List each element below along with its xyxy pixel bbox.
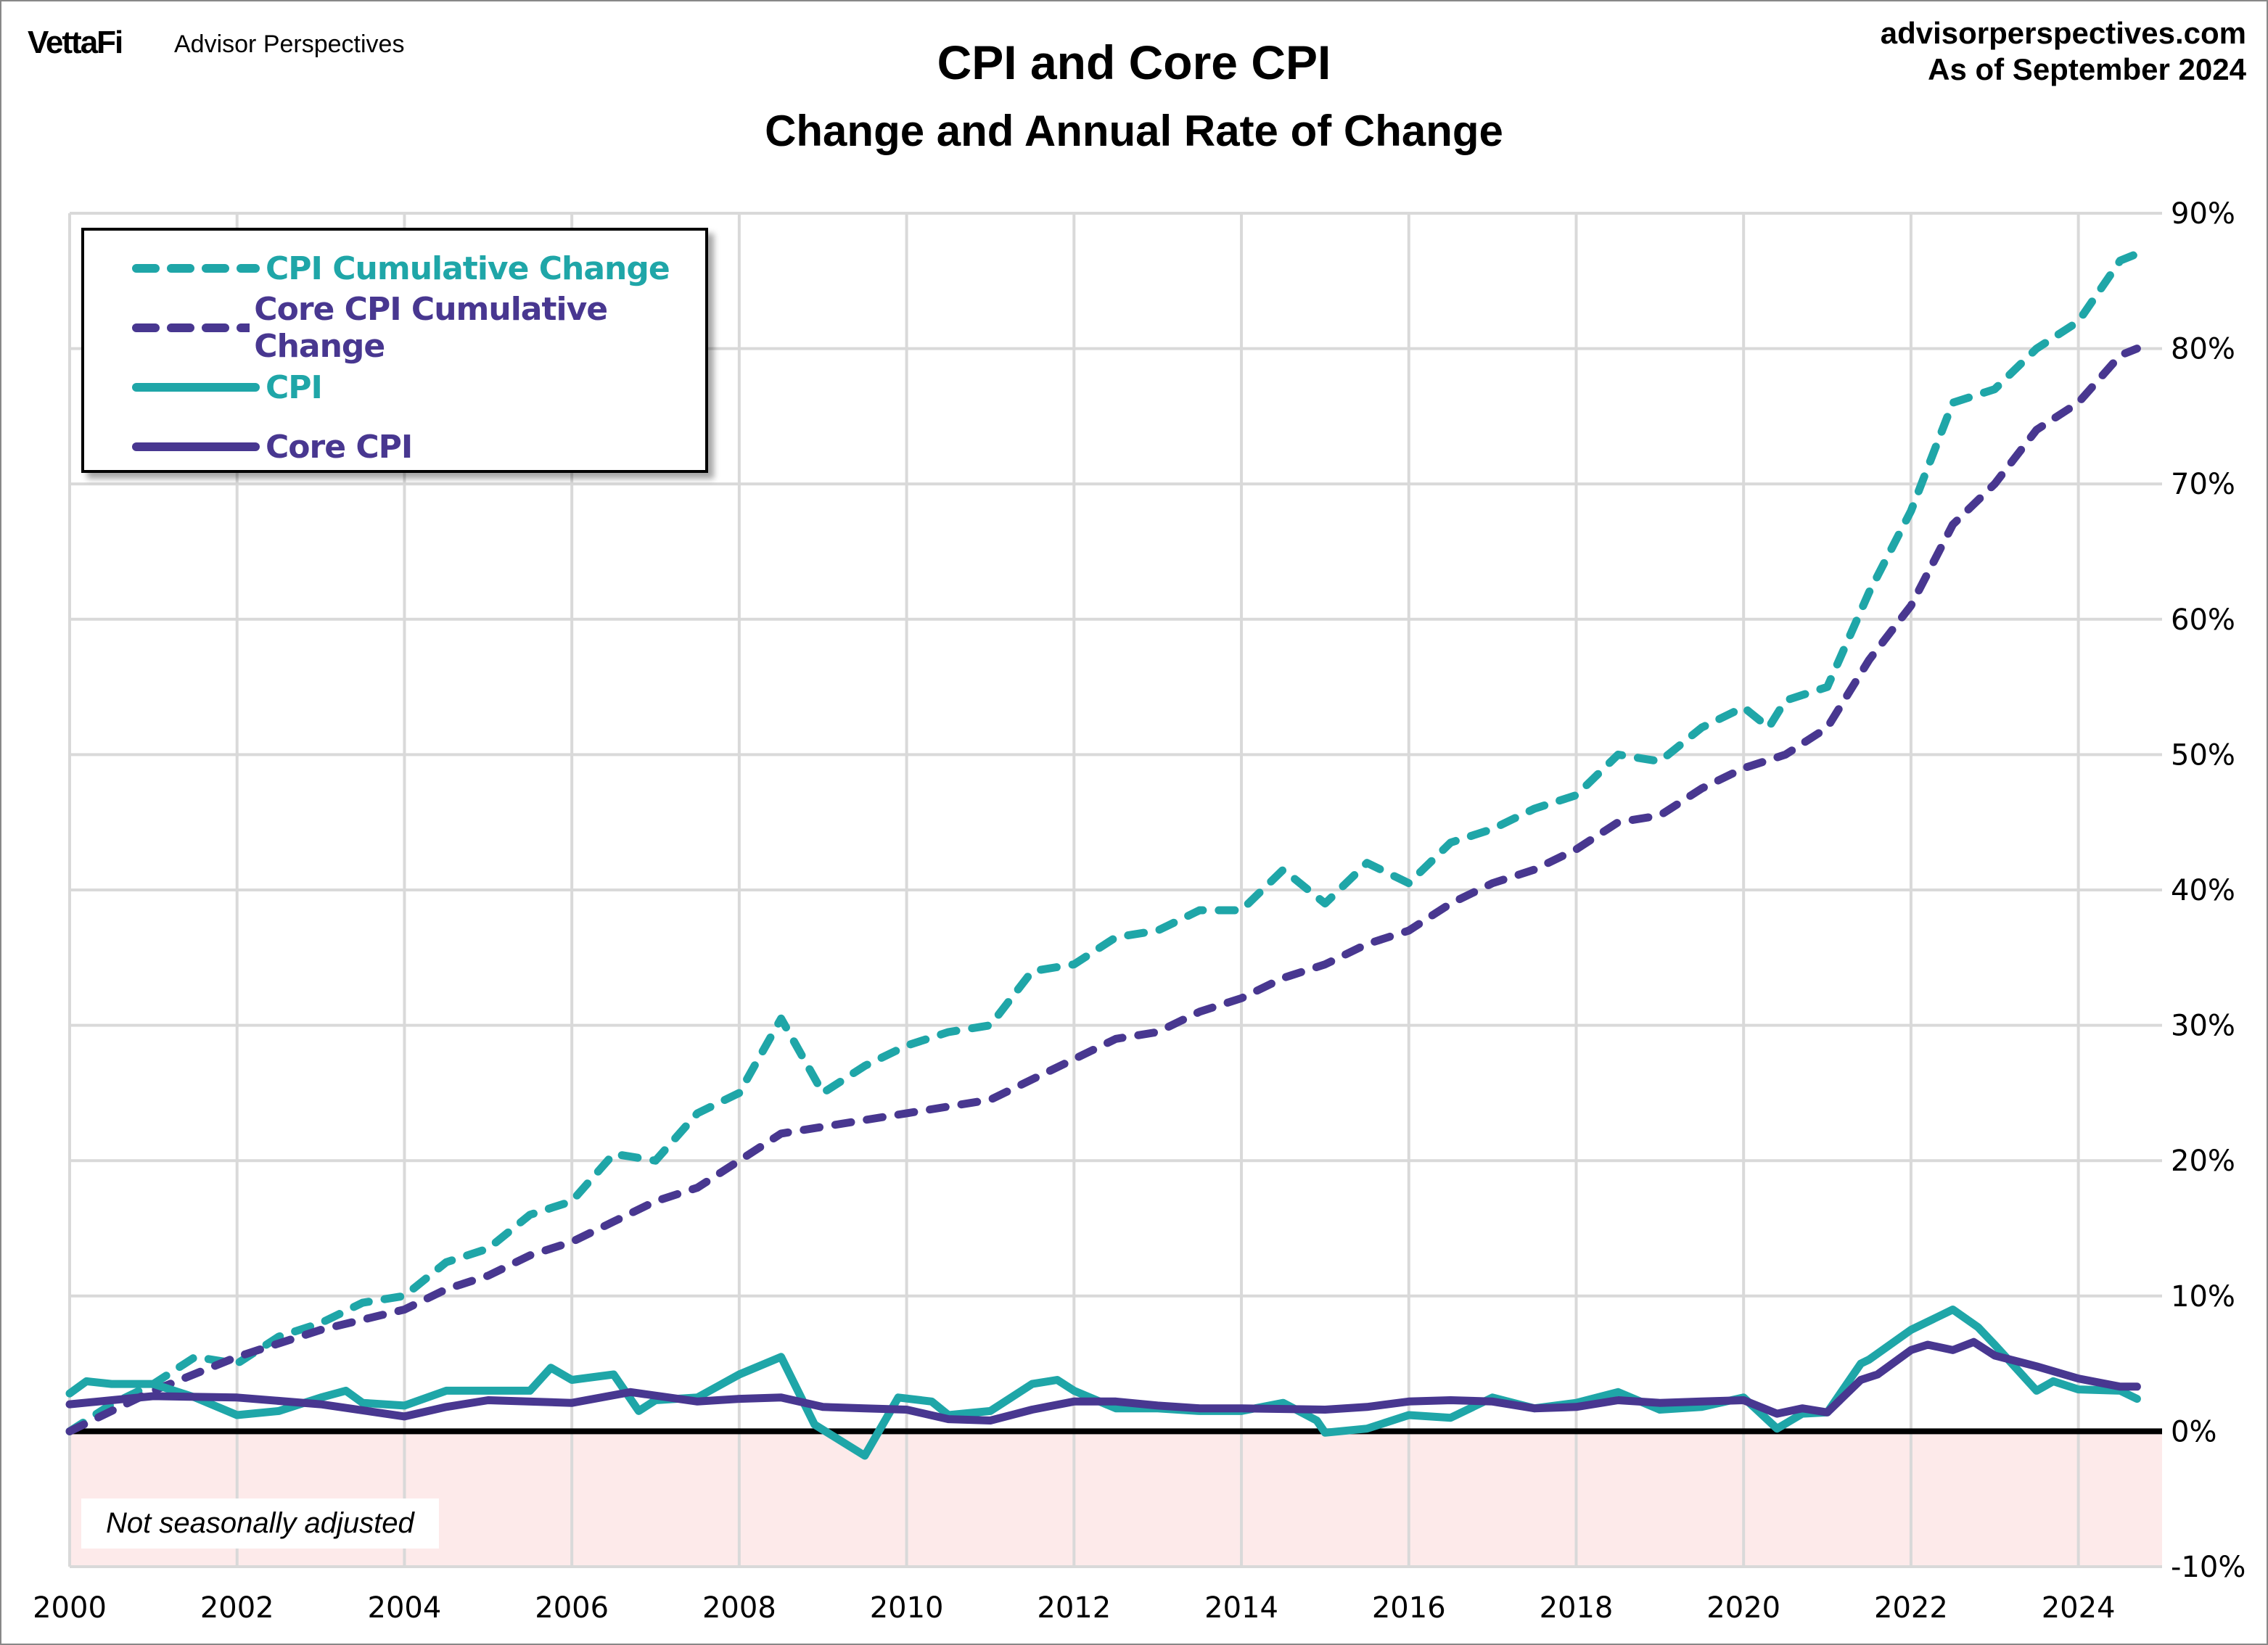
legend-item-cpi: CPI [84, 366, 323, 409]
x-tick-label: 2022 [1874, 1591, 1948, 1625]
legend-label: Core CPI [266, 428, 413, 466]
x-tick-label: 2006 [535, 1591, 609, 1625]
x-tick-label: 2024 [2042, 1591, 2116, 1625]
legend-swatch-solid-purple [132, 442, 260, 451]
y-tick-label: 60% [2171, 603, 2235, 637]
y-tick-label: 90% [2171, 197, 2235, 231]
legend: CPI Cumulative Change Core CPI Cumulativ… [81, 228, 708, 473]
y-tick-label: 10% [2171, 1280, 2235, 1314]
y-tick-label: 20% [2171, 1145, 2235, 1178]
x-tick-label: 2014 [1204, 1591, 1278, 1625]
x-tick-label: 2002 [200, 1591, 274, 1625]
chart-subtitle: Change and Annual Rate of Change [765, 107, 1503, 155]
x-tick-label: 2004 [368, 1591, 442, 1625]
x-tick-label: 2012 [1037, 1591, 1111, 1625]
x-tick-label: 2010 [870, 1591, 944, 1625]
source-site: advisorperspectives.com [1880, 16, 2246, 50]
legend-label: CPI [266, 368, 323, 406]
as-of-date: As of September 2024 [1928, 52, 2246, 86]
y-tick-label: 50% [2171, 738, 2235, 772]
x-tick-label: 2008 [702, 1591, 776, 1625]
x-tick-label: 2016 [1372, 1591, 1446, 1625]
legend-item-core-cpi: Core CPI [84, 425, 413, 469]
legend-item-core-cumulative: Core CPI Cumulative Change [84, 291, 705, 365]
x-tick-label: 2020 [1706, 1591, 1780, 1625]
legend-swatch-solid-teal [132, 383, 260, 392]
x-tick-label: 2018 [1540, 1591, 1614, 1625]
y-tick-label: 30% [2171, 1010, 2235, 1043]
series-line-cpi-cumulative-change [65, 250, 2141, 1435]
legend-label: Core CPI Cumulative Change [254, 291, 608, 365]
series-line-core-cpi [65, 1337, 2141, 1425]
legend-item-cpi-cumulative: CPI Cumulative Change [84, 247, 670, 290]
chart-title: CPI and Core CPI [937, 36, 1331, 89]
x-tick-label: 2000 [33, 1591, 107, 1625]
series-line-core-cpi-cumulative-change [65, 345, 2141, 1435]
y-tick-label: -10% [2171, 1551, 2246, 1584]
y-tick-label: 40% [2171, 874, 2235, 907]
legend-swatch-dashed-purple [132, 323, 250, 332]
y-tick-label: 0% [2171, 1415, 2216, 1448]
brand-name: Advisor Perspectives [174, 30, 405, 58]
seasonal-adjustment-note: Not seasonally adjusted [81, 1498, 439, 1549]
y-tick-label: 80% [2171, 333, 2235, 366]
y-tick-label: 70% [2171, 468, 2235, 501]
legend-swatch-dashed-teal [132, 264, 260, 273]
vettafi-logo: VettaFi [28, 25, 123, 60]
legend-label: CPI Cumulative Change [266, 250, 670, 287]
